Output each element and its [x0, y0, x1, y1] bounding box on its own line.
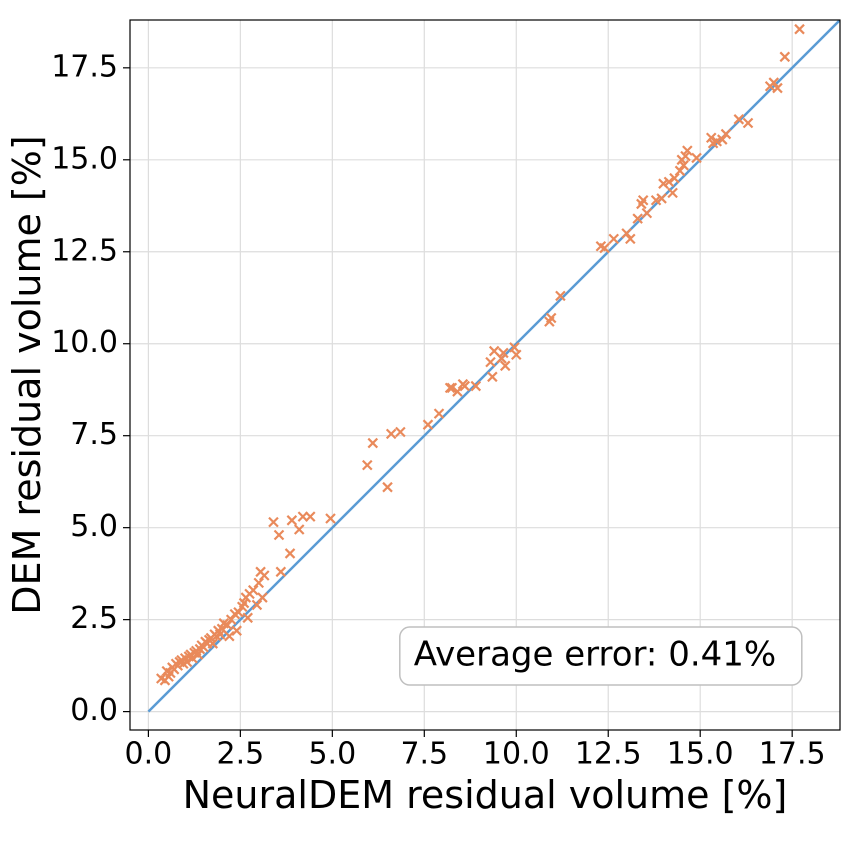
x-axis-label: NeuralDEM residual volume [%] [183, 773, 788, 817]
x-tick-label: 2.5 [217, 737, 265, 772]
y-tick-label: 15.0 [51, 141, 118, 176]
x-tick-label: 17.5 [759, 737, 826, 772]
y-tick-label: 10.0 [51, 325, 118, 360]
x-tick-label: 7.5 [400, 737, 448, 772]
y-tick-label: 7.5 [70, 417, 118, 452]
y-tick-label: 17.5 [51, 49, 118, 84]
x-tick-label: 15.0 [667, 737, 734, 772]
y-axis-label: DEM residual volume [%] [5, 135, 49, 614]
y-tick-label: 2.5 [70, 601, 118, 636]
y-tick-label: 0.0 [70, 693, 118, 728]
chart-svg: Average error: 0.41% 0.0 2.5 5.0 7.5 10.0 12.5… [0, 0, 864, 864]
scatter-chart: Average error: 0.41% 0.0 2.5 5.0 7.5 10.0 12.5… [0, 0, 864, 864]
y-tick-label: 5.0 [70, 509, 118, 544]
x-tick-label: 12.5 [575, 737, 642, 772]
x-tick-label: 10.0 [483, 737, 550, 772]
x-tick-label: 0.0 [125, 737, 173, 772]
y-tick-label: 12.5 [51, 233, 118, 268]
annotation-text: Average error: 0.41% [414, 635, 776, 675]
x-tick-label: 5.0 [308, 737, 356, 772]
